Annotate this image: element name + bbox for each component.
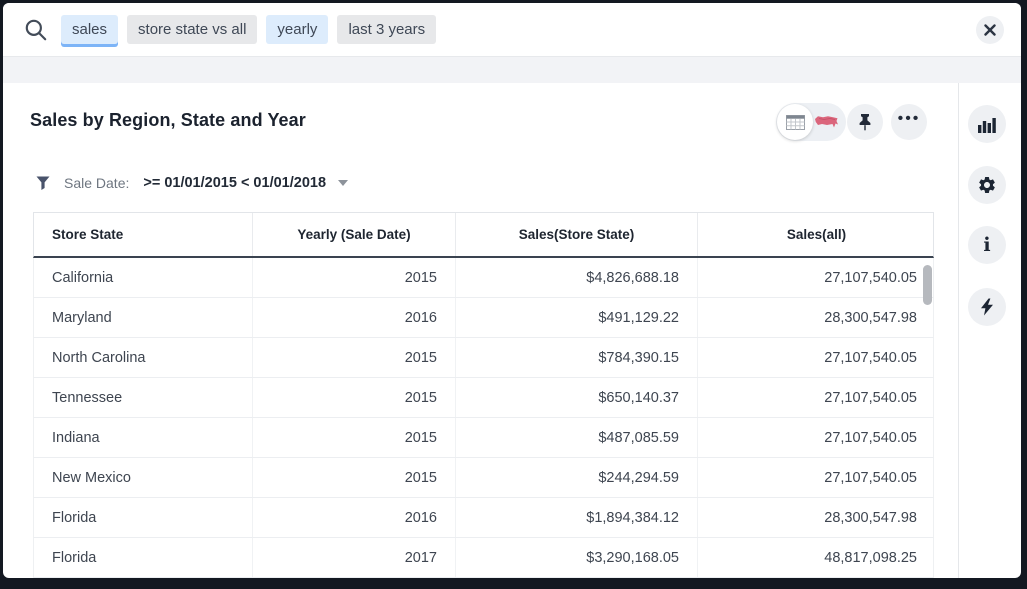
cell-sales-all: 27,107,540.05 — [824, 349, 917, 366]
info-icon: i — [983, 233, 991, 256]
filter-label: Sale Date: — [64, 175, 130, 191]
column-header-yearly-sale-date[interactable]: Yearly (Sale Date) — [253, 213, 456, 256]
table-row: Tennessee 2015 $650,140.37 27,107,540.05 — [33, 378, 934, 418]
cell-sales-store-state: $487,085.59 — [456, 418, 698, 457]
pin-icon — [859, 114, 871, 131]
table-row: California 2015 $4,826,688.18 27,107,540… — [33, 258, 934, 298]
cell-year: 2016 — [253, 298, 456, 337]
table-row: New Mexico 2015 $244,294.59 27,107,540.0… — [33, 458, 934, 498]
cell-year: 2015 — [253, 378, 456, 417]
page-title: Sales by Region, State and Year — [30, 110, 306, 130]
cell-sales-all: 28,300,547.98 — [824, 309, 917, 326]
cell-sales-all: 27,107,540.05 — [824, 469, 917, 486]
cell-sales-store-state: $491,129.22 — [456, 298, 698, 337]
cell-sales-store-state: $244,294.59 — [456, 458, 698, 497]
column-header-store-state[interactable]: Store State — [34, 213, 253, 256]
results-table: Store State Yearly (Sale Date) Sales(Sto… — [33, 212, 934, 578]
cell-store-state: Tennessee — [34, 378, 253, 417]
cell-sales-store-state: $1,894,384.12 — [456, 498, 698, 537]
answer-window: sales store state vs all yearly last 3 y… — [3, 3, 1021, 578]
insights-button[interactable] — [968, 288, 1006, 326]
cell-store-state: New Mexico — [34, 458, 253, 497]
pin-button[interactable] — [847, 104, 883, 140]
cell-sales-all: 28,300,547.98 — [824, 509, 917, 526]
lightning-icon — [981, 298, 993, 316]
cell-sales-all: 27,107,540.05 — [824, 429, 917, 446]
table-row: Florida 2017 $3,290,168.05 48,817,098.25 — [33, 538, 934, 578]
cell-store-state: Indiana — [34, 418, 253, 457]
filter-row: Sale Date: >= 01/01/2015 < 01/01/2018 — [36, 172, 349, 194]
table-view-knob[interactable] — [777, 104, 813, 140]
column-header-sales-store-state[interactable]: Sales(Store State) — [456, 213, 698, 256]
search-bar[interactable]: sales store state vs all yearly last 3 y… — [3, 3, 1021, 56]
table-header-row: Store State Yearly (Sale Date) Sales(Sto… — [33, 212, 934, 258]
cell-store-state: California — [34, 258, 253, 297]
chevron-down-icon[interactable] — [338, 180, 349, 186]
cell-sales-all: 27,107,540.05 — [824, 269, 917, 286]
change-visualization-button[interactable] — [968, 105, 1006, 143]
cell-sales-store-state: $4,826,688.18 — [456, 258, 698, 297]
cell-sales-store-state: $3,290,168.05 — [456, 538, 698, 577]
cell-sales-all: 27,107,540.05 — [824, 389, 917, 406]
search-icon — [25, 19, 47, 40]
settings-button[interactable] — [968, 166, 1006, 204]
ellipsis-icon: ••• — [897, 110, 921, 127]
table-scrollbar-thumb[interactable] — [923, 265, 932, 305]
cell-year: 2015 — [253, 458, 456, 497]
cell-sales-store-state: $784,390.15 — [456, 338, 698, 377]
search-token-store-state-vs-all[interactable]: store state vs all — [127, 15, 258, 44]
search-token-yearly[interactable]: yearly — [266, 15, 329, 44]
more-options-button[interactable]: ••• — [891, 104, 927, 140]
bar-chart-icon — [978, 117, 996, 133]
table-icon — [785, 114, 805, 130]
close-button[interactable] — [976, 16, 1004, 44]
cell-sales-store-state: $650,140.37 — [456, 378, 698, 417]
cell-store-state: Maryland — [34, 298, 253, 337]
info-button[interactable]: i — [968, 226, 1006, 264]
cell-store-state: North Carolina — [34, 338, 253, 377]
filter-funnel-icon — [36, 176, 50, 190]
table-row: Indiana 2015 $487,085.59 27,107,540.05 — [33, 418, 934, 458]
cell-year: 2017 — [253, 538, 456, 577]
gear-icon — [979, 177, 995, 193]
view-toggle[interactable] — [776, 103, 846, 141]
close-icon — [984, 24, 996, 36]
sidebar-divider — [958, 83, 959, 578]
cell-store-state: Florida — [34, 498, 253, 537]
cell-store-state: Florida — [34, 538, 253, 577]
column-header-sales-all[interactable]: Sales(all) — [786, 227, 847, 242]
cell-year: 2015 — [253, 258, 456, 297]
toolbar-strip — [3, 56, 1021, 83]
filter-value[interactable]: >= 01/01/2015 < 01/01/2018 — [143, 175, 327, 191]
cell-year: 2015 — [253, 338, 456, 377]
table-row: Maryland 2016 $491,129.22 28,300,547.98 — [33, 298, 934, 338]
table-row: North Carolina 2015 $784,390.15 27,107,5… — [33, 338, 934, 378]
cell-year: 2015 — [253, 418, 456, 457]
table-row: Florida 2016 $1,894,384.12 28,300,547.98 — [33, 498, 934, 538]
cell-year: 2016 — [253, 498, 456, 537]
search-token-sales[interactable]: sales — [61, 15, 119, 44]
map-icon[interactable] — [814, 114, 839, 130]
cell-sales-all: 48,817,098.25 — [824, 549, 917, 566]
search-token-last-3-years[interactable]: last 3 years — [337, 15, 437, 44]
